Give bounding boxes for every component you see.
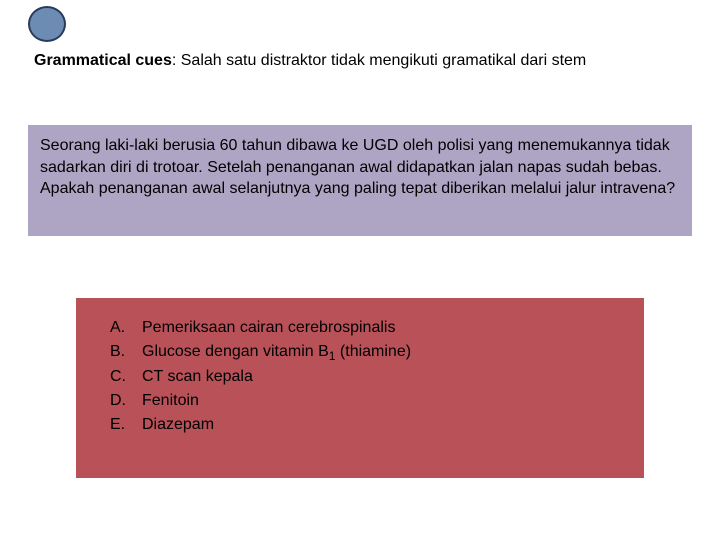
answer-option: B. Glucose dengan vitamin B1 (thiamine) xyxy=(110,340,624,365)
answer-letter: D. xyxy=(110,389,142,413)
answer-letter: B. xyxy=(110,340,142,365)
answer-option: E. Diazepam xyxy=(110,413,624,437)
answer-option: C. CT scan kepala xyxy=(110,365,624,389)
question-box: Seorang laki-laki berusia 60 tahun dibaw… xyxy=(28,125,692,236)
answer-option: D. Fenitoin xyxy=(110,389,624,413)
answer-letter: A. xyxy=(110,316,142,340)
answer-text-pre: Glucose dengan vitamin B xyxy=(142,343,329,360)
header-title: Grammatical cues xyxy=(34,52,172,69)
question-text: Seorang laki-laki berusia 60 tahun dibaw… xyxy=(40,137,675,197)
answer-text: Pemeriksaan cairan cerebrospinalis xyxy=(142,316,624,340)
header-text: Grammatical cues: Salah satu distraktor … xyxy=(34,50,680,72)
answer-text: Diazepam xyxy=(142,413,624,437)
answer-text: Fenitoin xyxy=(142,389,624,413)
decorative-circle xyxy=(28,6,66,42)
answer-text-post: (thiamine) xyxy=(335,343,411,360)
answer-text: Glucose dengan vitamin B1 (thiamine) xyxy=(142,340,624,365)
answer-letter: C. xyxy=(110,365,142,389)
answers-box: A. Pemeriksaan cairan cerebrospinalis B.… xyxy=(76,298,644,478)
answer-text: CT scan kepala xyxy=(142,365,624,389)
answer-letter: E. xyxy=(110,413,142,437)
answer-option: A. Pemeriksaan cairan cerebrospinalis xyxy=(110,316,624,340)
header-subtitle: : Salah satu distraktor tidak mengikuti … xyxy=(172,52,586,69)
